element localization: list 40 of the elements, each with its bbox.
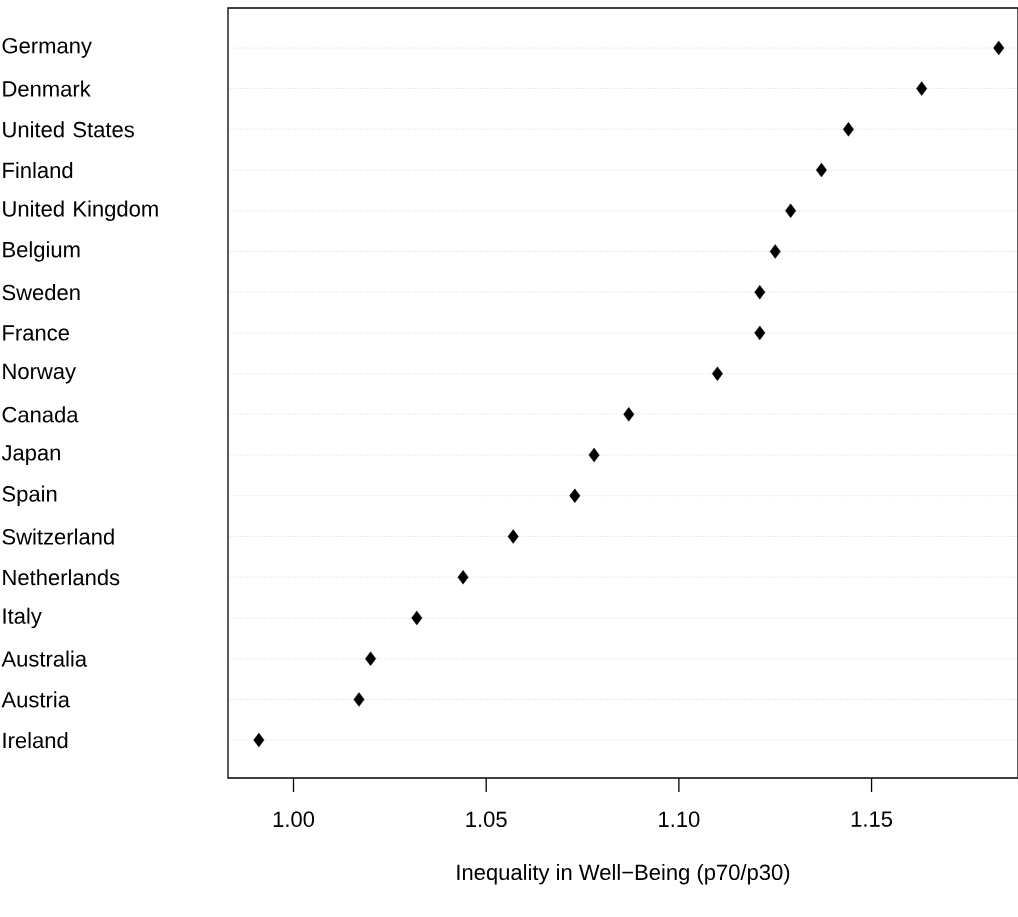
point (993, 40, 1005, 56)
point (711, 366, 723, 381)
point (457, 570, 469, 585)
point (411, 610, 423, 626)
y-tick-label: United Kingdom (3, 200, 158, 222)
x-tick-label: 1.00 (273, 811, 315, 828)
point (769, 244, 781, 259)
point (353, 692, 365, 707)
y-tick-label: Switzerland (2, 528, 114, 545)
y-tick-label: United States (3, 121, 134, 138)
y-tick-label: Germany (2, 37, 92, 58)
y-tick-label: Sweden (2, 284, 80, 301)
x-axis-title: Inequality in Well−Being (p70/p30) (457, 863, 790, 885)
point (754, 325, 766, 341)
point (842, 122, 854, 137)
x-tick-label: 1.05 (466, 811, 507, 828)
y-tick-label: Austria (1, 691, 70, 708)
point (916, 81, 928, 96)
x-tick-label: 1.15 (851, 811, 893, 827)
point (365, 651, 377, 666)
y-tick-label: Norway (3, 363, 76, 384)
y-tick-label: Japan (1, 445, 60, 465)
y-tick-label: France (3, 325, 69, 341)
point (588, 447, 600, 463)
y-tick-label: Australia (1, 650, 88, 667)
y-tick-label: Netherlands (3, 569, 120, 586)
y-tick-label: Ireland (3, 732, 68, 749)
point (623, 407, 635, 422)
point (569, 488, 581, 503)
x-tick-label: 1.10 (659, 811, 700, 828)
point (785, 203, 797, 218)
y-tick-label: Italy (3, 607, 42, 629)
y-tick-label: Canada (2, 406, 79, 423)
y-tick-label: Belgium (3, 241, 80, 262)
y-tick-label: Spain (2, 485, 57, 507)
y-tick-label: Finland (3, 161, 73, 179)
point (253, 732, 265, 748)
y-tick-label: Denmark (3, 80, 91, 97)
point (507, 529, 519, 544)
point (754, 285, 766, 300)
